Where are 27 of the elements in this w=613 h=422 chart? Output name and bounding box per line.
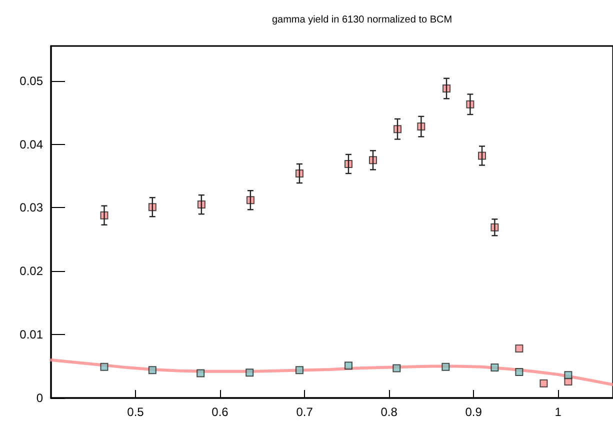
x-tick-label: 0.8: [380, 405, 398, 419]
point: [148, 366, 156, 374]
point: [490, 364, 499, 372]
y-tick-label: 0.05: [20, 74, 44, 88]
point: [392, 364, 401, 372]
line-series: [50, 358, 613, 386]
point: [344, 362, 352, 370]
y-tick-label: 0.04: [20, 137, 44, 152]
y-tick-label: 0.03: [20, 200, 44, 215]
point: [295, 366, 304, 374]
point: [100, 362, 108, 371]
point: [196, 369, 205, 378]
y-tick-label: 0.01: [20, 328, 44, 342]
point: [246, 368, 254, 377]
x-tick-label: 0.7: [296, 405, 314, 419]
x-tick-label: 1: [554, 405, 562, 419]
y-tick-label: 0.02: [20, 264, 44, 278]
point: [442, 362, 450, 371]
x-tick-label: 0.6: [212, 405, 229, 419]
point: [515, 368, 524, 376]
point: [564, 371, 572, 380]
chart-title: gamma yield in 6130 normalized to BCM: [272, 14, 452, 26]
point: [540, 379, 548, 388]
x-tick-label: 0.9: [465, 405, 482, 419]
x-tick-label: 0.5: [127, 405, 144, 419]
point: [515, 344, 524, 353]
y-tick-label: 0: [36, 391, 44, 405]
